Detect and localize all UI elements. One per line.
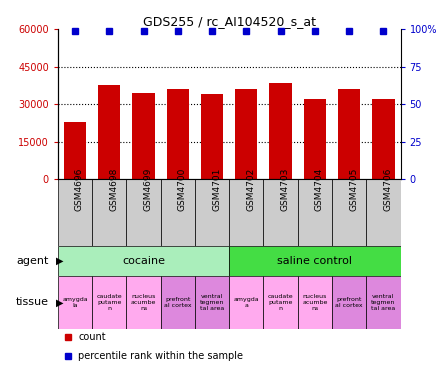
Bar xyxy=(338,89,360,179)
Bar xyxy=(58,276,92,329)
Text: percentile rank within the sample: percentile rank within the sample xyxy=(78,351,243,361)
Bar xyxy=(263,179,298,246)
Bar xyxy=(229,276,263,329)
Bar xyxy=(269,83,292,179)
Bar xyxy=(132,93,155,179)
Text: count: count xyxy=(78,332,106,342)
Text: GSM4700: GSM4700 xyxy=(178,168,187,211)
Text: saline control: saline control xyxy=(277,256,352,266)
Text: GSM4696: GSM4696 xyxy=(75,168,84,211)
Bar xyxy=(303,99,326,179)
Text: caudate
putame
n: caudate putame n xyxy=(268,294,293,311)
Text: caudate
putame
n: caudate putame n xyxy=(97,294,122,311)
Bar xyxy=(235,89,258,179)
Bar xyxy=(332,179,366,246)
Text: amygda
la: amygda la xyxy=(62,297,88,308)
Bar xyxy=(229,246,400,276)
Bar xyxy=(92,276,126,329)
Bar xyxy=(92,179,126,246)
Text: ▶: ▶ xyxy=(56,256,63,266)
Text: amygda
a: amygda a xyxy=(234,297,259,308)
Bar xyxy=(58,246,229,276)
Bar xyxy=(366,179,400,246)
Bar xyxy=(98,86,121,179)
Bar xyxy=(166,89,189,179)
Bar xyxy=(161,276,195,329)
Bar xyxy=(201,94,223,179)
Bar xyxy=(64,122,86,179)
Text: GSM4699: GSM4699 xyxy=(143,168,153,211)
Bar xyxy=(126,276,161,329)
Text: ventral
tegmen
tal area: ventral tegmen tal area xyxy=(200,294,224,311)
Text: ventral
tegmen
tal area: ventral tegmen tal area xyxy=(371,294,396,311)
Text: GSM4702: GSM4702 xyxy=(247,168,255,211)
Text: cocaine: cocaine xyxy=(122,256,165,266)
Bar xyxy=(229,179,263,246)
Bar xyxy=(58,179,92,246)
Text: tissue: tissue xyxy=(16,298,49,307)
Text: prefront
al cortex: prefront al cortex xyxy=(335,297,363,308)
Bar xyxy=(298,179,332,246)
Text: ▶: ▶ xyxy=(56,298,63,307)
Text: GSM4703: GSM4703 xyxy=(281,168,290,211)
Text: GSM4701: GSM4701 xyxy=(212,168,221,211)
Bar xyxy=(298,276,332,329)
Text: GSM4706: GSM4706 xyxy=(384,168,392,211)
Bar xyxy=(195,179,229,246)
Text: nucleus
acumbe
ns: nucleus acumbe ns xyxy=(302,294,328,311)
Text: GSM4698: GSM4698 xyxy=(109,168,118,211)
Text: GSM4705: GSM4705 xyxy=(349,168,358,211)
Text: agent: agent xyxy=(16,256,49,266)
Bar xyxy=(263,276,298,329)
Title: GDS255 / rc_AI104520_s_at: GDS255 / rc_AI104520_s_at xyxy=(143,15,316,28)
Bar xyxy=(366,276,400,329)
Bar xyxy=(372,99,395,179)
Bar xyxy=(332,276,366,329)
Bar xyxy=(195,276,229,329)
Text: nucleus
acumbe
ns: nucleus acumbe ns xyxy=(131,294,156,311)
Text: GSM4704: GSM4704 xyxy=(315,168,324,211)
Bar xyxy=(161,179,195,246)
Text: prefront
al cortex: prefront al cortex xyxy=(164,297,192,308)
Bar xyxy=(126,179,161,246)
